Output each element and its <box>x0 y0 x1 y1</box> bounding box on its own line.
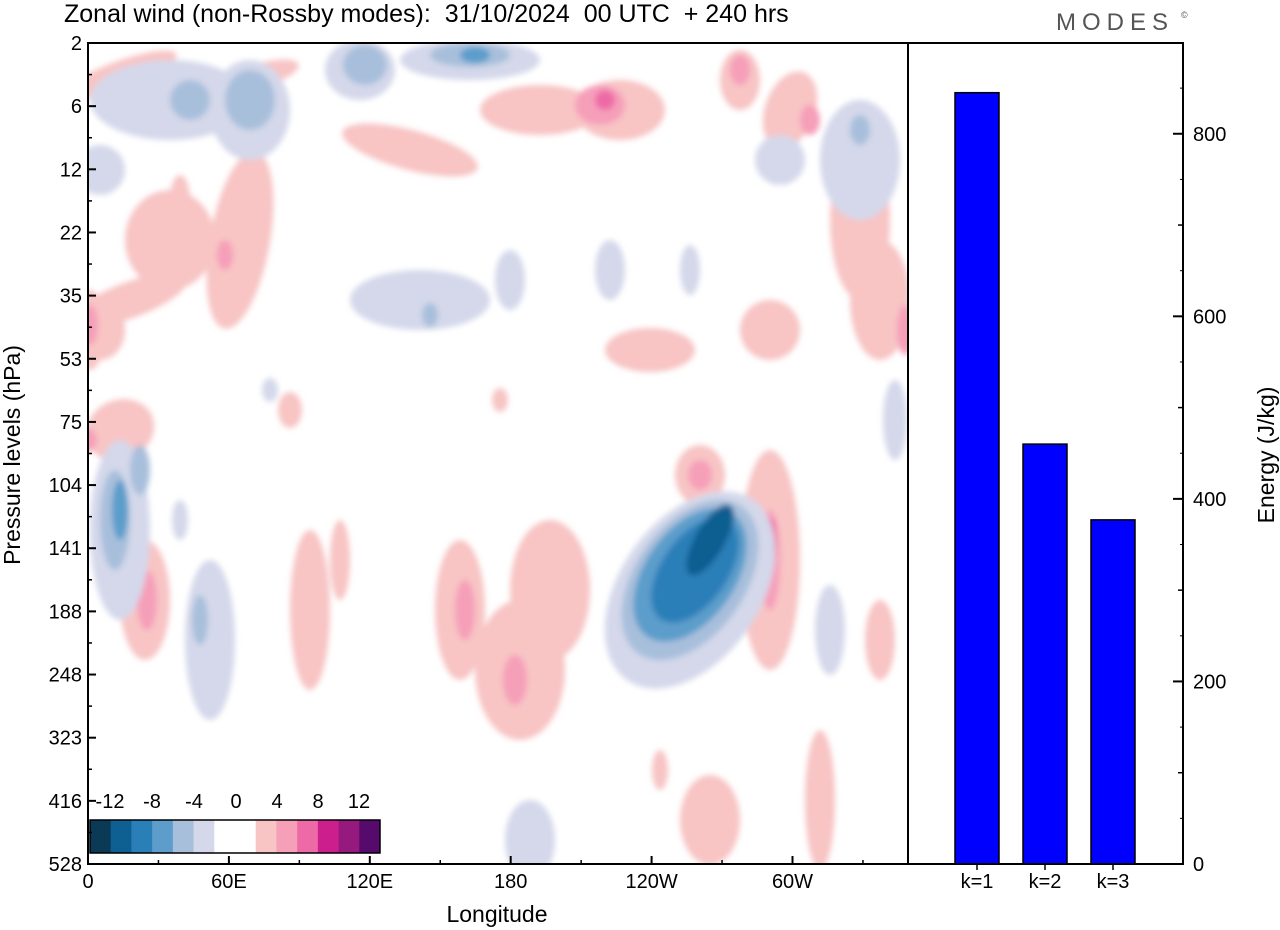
energy-bar <box>1090 519 1136 865</box>
colorbar-label: 4 <box>271 791 282 813</box>
x-tick-label: 60E <box>211 871 247 893</box>
colorbar-swatch <box>131 820 153 853</box>
colorbar-swatch <box>90 820 112 853</box>
colorbar-label: -12 <box>96 791 125 813</box>
colorbar-frame <box>89 819 381 854</box>
colorbar-swatch <box>255 820 277 853</box>
colorbar-swatch <box>235 820 257 853</box>
colorbar-swatch <box>317 820 340 853</box>
energy-tick-label: 200 <box>1193 671 1226 693</box>
colorbar-label: 8 <box>312 791 323 813</box>
y-tick-label: 141 <box>49 538 82 560</box>
colorbar-swatch <box>214 820 236 853</box>
energy-tick-label: 0 <box>1193 854 1204 876</box>
colorbar-label: -4 <box>185 791 203 813</box>
colorbar-label: 0 <box>230 791 241 813</box>
y-tick-label: 53 <box>60 349 82 371</box>
brand-copyright: © <box>1181 10 1188 20</box>
bar-category-label: k=3 <box>1097 871 1130 893</box>
colorbar-label: -8 <box>143 791 161 813</box>
energy-bar <box>954 91 1000 865</box>
colorbar-swatch <box>152 820 174 853</box>
colorbar-label: 12 <box>348 791 370 813</box>
brand-logo: MODES <box>1056 9 1175 36</box>
colorbar-swatch <box>193 820 215 853</box>
colorbar-swatch <box>297 820 319 853</box>
energy-bars <box>954 91 1136 865</box>
chart-title: Zonal wind (non-Rossby modes): 31/10/202… <box>64 0 789 28</box>
colorbar-swatch <box>276 820 298 853</box>
energy-axis-title: Energy (J/kg) <box>1253 387 1279 524</box>
x-axis-title: Longitude <box>446 901 547 927</box>
x-tick-label: 0 <box>82 871 93 893</box>
y-tick-label: 12 <box>60 159 82 181</box>
energy-tick-label: 400 <box>1193 489 1226 511</box>
energy-tick-label: 600 <box>1193 306 1226 328</box>
y-tick-label: 35 <box>60 286 82 308</box>
colorbar-swatch <box>359 820 381 853</box>
y-tick-label: 188 <box>49 601 82 623</box>
colorbar-swatch <box>338 820 360 853</box>
x-tick-label: 120E <box>346 871 393 893</box>
y-tick-label: 104 <box>49 475 82 497</box>
colorbar: -12 -8 -4 0 4 8 12 <box>89 791 381 854</box>
y-tick-label: 528 <box>49 854 82 876</box>
colorbar-swatch <box>110 820 132 853</box>
bar-category-label: k=1 <box>961 871 994 893</box>
axes <box>87 42 1184 870</box>
y-tick-label: 6 <box>71 96 82 118</box>
y-tick-label: 416 <box>49 791 82 813</box>
y-tick-label: 248 <box>49 665 82 687</box>
y-tick-label: 22 <box>60 222 82 244</box>
y-axis-title: Pressure levels (hPa) <box>0 345 25 565</box>
x-tick-label: 60W <box>772 871 813 893</box>
wind-field <box>88 43 908 864</box>
colorbar-swatch <box>172 820 195 853</box>
energy-tick-label: 800 <box>1193 124 1226 146</box>
y-tick-label: 2 <box>71 33 82 55</box>
energy-bar <box>1022 443 1068 865</box>
bar-category-label: k=2 <box>1029 871 1062 893</box>
x-tick-label: 120W <box>625 871 677 893</box>
y-tick-label: 75 <box>60 412 82 434</box>
y-tick-label: 323 <box>49 728 82 750</box>
x-tick-label: 180 <box>494 871 527 893</box>
